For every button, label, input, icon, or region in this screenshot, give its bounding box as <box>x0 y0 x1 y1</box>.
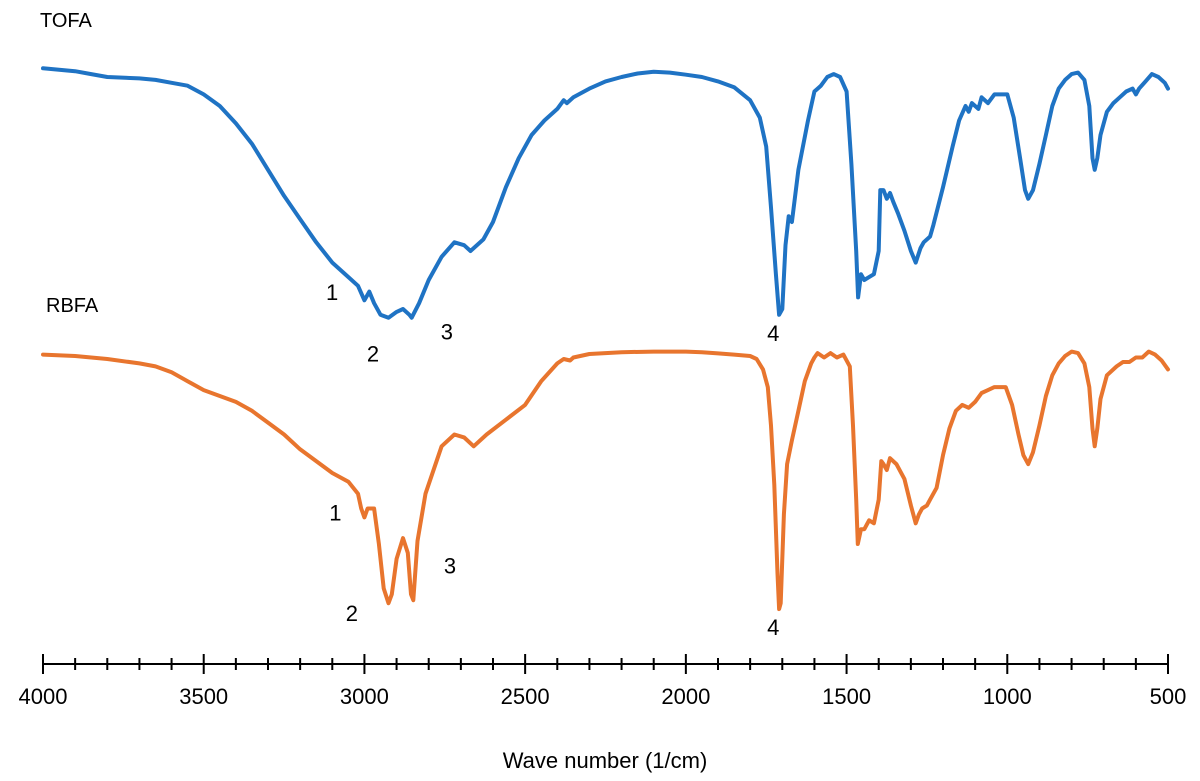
annotation-layer: 1 2 3 4 1 2 3 4 <box>326 280 779 640</box>
series-line-tofa <box>41 66 1170 320</box>
x-tick-label: 3500 <box>179 684 228 709</box>
x-tick-label: 1000 <box>983 684 1032 709</box>
series-label-tofa: TOFA <box>40 10 93 32</box>
x-axis: 4000 3500 3000 2500 2000 1500 1000 500 <box>19 654 1187 709</box>
x-tick-label: 1500 <box>822 684 871 709</box>
peak-label-rbfa-4: 4 <box>767 615 779 640</box>
peak-label-tofa-4: 4 <box>767 321 779 346</box>
x-tick-label: 500 <box>1150 684 1187 709</box>
x-tick-label: 2000 <box>661 684 710 709</box>
x-tick-label: 3000 <box>340 684 389 709</box>
series-label-rbfa: RBFA <box>46 295 99 317</box>
x-tick-label: 2500 <box>501 684 550 709</box>
peak-label-tofa-2: 2 <box>367 342 379 367</box>
peak-label-tofa-1: 1 <box>326 280 338 305</box>
peak-label-rbfa-1: 1 <box>329 501 341 526</box>
series-layer: TOFA RBFA <box>40 10 1170 612</box>
x-tick-label: 4000 <box>19 684 68 709</box>
peak-label-tofa-3: 3 <box>441 320 453 345</box>
peak-label-rbfa-3: 3 <box>444 554 456 579</box>
peak-label-rbfa-2: 2 <box>346 601 358 626</box>
series-line-rbfa <box>41 349 1170 612</box>
x-axis-title: Wave number (1/cm) <box>503 748 708 773</box>
